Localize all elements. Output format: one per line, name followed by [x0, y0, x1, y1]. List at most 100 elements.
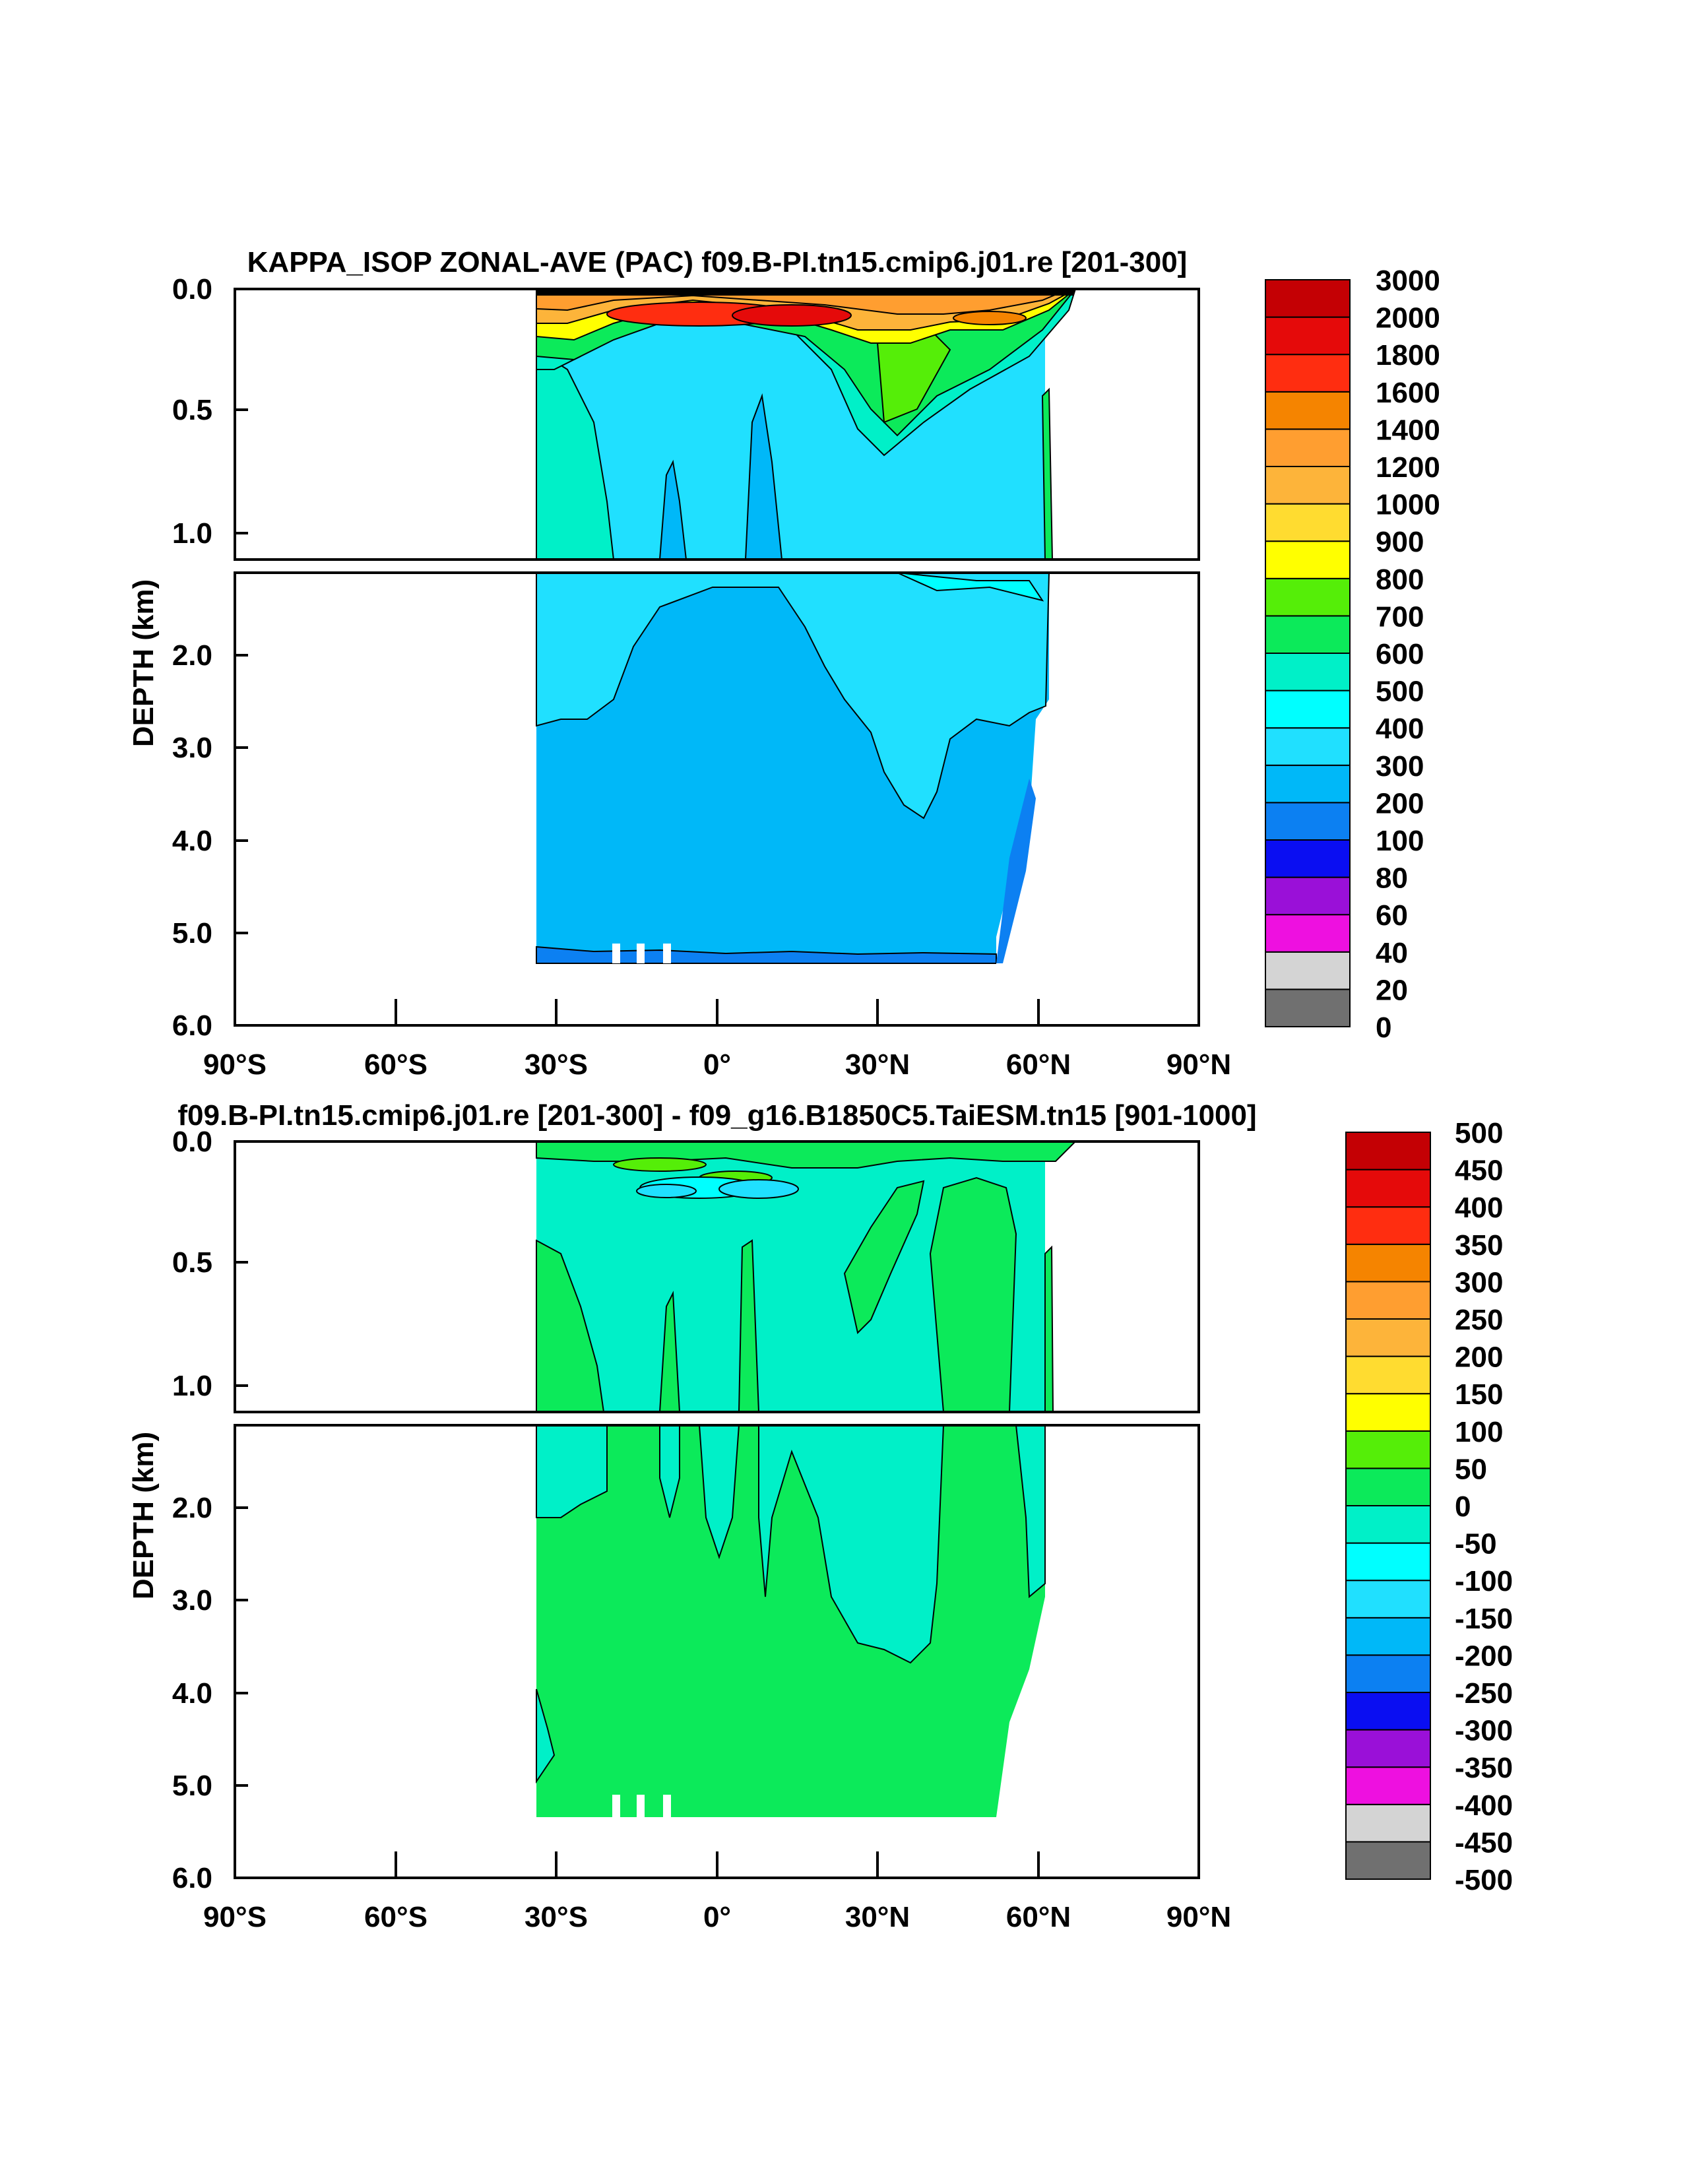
colorbar-swatch [1345, 1766, 1431, 1805]
colorbar-swatch [1265, 391, 1351, 430]
colorbar-swatch [1265, 988, 1351, 1028]
y-tick-label: 3.0 [172, 732, 212, 764]
colorbar-label: 0 [1376, 1012, 1391, 1044]
colorbar-swatch [1345, 1318, 1431, 1357]
colorbar-swatch [1345, 1729, 1431, 1768]
colorbar-swatch [1265, 802, 1351, 841]
colorbar-label: -300 [1455, 1715, 1513, 1747]
colorbar-swatch [1345, 1132, 1431, 1171]
panel-1-y-tick-labels: 0.0 0.5 1.0 2.0 3.0 4.0 5.0 6.0 [172, 273, 212, 1042]
colorbar-label: 700 [1376, 600, 1424, 633]
colorbar-label: 150 [1455, 1378, 1503, 1411]
colorbar-label: -100 [1455, 1565, 1513, 1597]
x-tick-label: 60°N [1006, 1901, 1071, 1933]
panel-1-colorbar-labels: 0 20 40 60 80 100 200 300 400 500 600 700 800 900 1000… [1376, 265, 1440, 1044]
colorbar-swatch [1345, 1803, 1431, 1843]
panel-2-y-axis-label: DEPTH (km) [127, 1432, 160, 1599]
colorbar-label: 2000 [1376, 302, 1440, 335]
colorbar-label: -350 [1455, 1752, 1513, 1784]
colorbar-swatch [1345, 1505, 1431, 1544]
colorbar-swatch [1345, 1467, 1431, 1506]
colorbar-label: 200 [1376, 787, 1424, 819]
colorbar-label: 500 [1376, 676, 1424, 708]
y-tick-label: 0.5 [172, 394, 212, 426]
x-tick-label: 30°S [525, 1901, 588, 1933]
colorbar-label: 500 [1455, 1117, 1503, 1149]
panel-1-x-tick-labels: 90°S 60°S 30°S 0° 30°N 60°N 90°N [203, 1048, 1231, 1081]
y-tick-label: 5.0 [172, 917, 212, 949]
colorbar-label: 600 [1376, 638, 1424, 670]
colorbar-swatch [1265, 577, 1351, 617]
colorbar-swatch [1345, 1281, 1431, 1320]
colorbar-swatch [1265, 839, 1351, 878]
x-tick-label: 90°N [1166, 1048, 1231, 1081]
colorbar-label: 50 [1455, 1453, 1487, 1485]
colorbar-swatch [1345, 1580, 1431, 1619]
y-tick-label: 2.0 [172, 1492, 212, 1524]
y-tick-label: 2.0 [172, 639, 212, 672]
y-tick-label: 0.0 [172, 273, 212, 305]
colorbar-label: 350 [1455, 1229, 1503, 1262]
y-tick-label: 0.5 [172, 1246, 212, 1279]
colorbar-label: 300 [1455, 1266, 1503, 1299]
y-tick-label: 6.0 [172, 1010, 212, 1042]
colorbar-swatch [1345, 1617, 1431, 1656]
x-tick-label: 60°S [364, 1048, 428, 1081]
colorbar-label: -250 [1455, 1677, 1513, 1710]
x-tick-label: 30°N [845, 1901, 910, 1933]
colorbar-swatch [1345, 1243, 1431, 1283]
colorbar-label: 250 [1455, 1304, 1503, 1336]
colorbar-swatch [1265, 951, 1351, 990]
colorbar-label: -150 [1455, 1603, 1513, 1635]
colorbar-swatch [1345, 1692, 1431, 1731]
panel-2: f09.B-PI.tn15.cmip6.j01.re [201-300] - f… [127, 1099, 1513, 1933]
panel-2-upper-frame [234, 1140, 1200, 1413]
colorbar-label: -450 [1455, 1826, 1513, 1859]
colorbar-swatch [1265, 764, 1351, 804]
colorbar-swatch [1265, 876, 1351, 916]
y-tick-label: 0.0 [172, 1126, 212, 1158]
x-tick-label: 30°N [845, 1048, 910, 1081]
panel-2-upper-field [536, 1141, 1077, 1413]
colorbar-label: 1600 [1376, 377, 1440, 409]
x-tick-label: 0° [703, 1901, 731, 1933]
y-tick-label: 4.0 [172, 825, 212, 857]
colorbar-label: 200 [1455, 1341, 1503, 1374]
x-tick-label: 30°S [525, 1048, 588, 1081]
x-tick-label: 0° [703, 1048, 731, 1081]
colorbar-swatch [1265, 316, 1351, 356]
colorbar-label: 100 [1455, 1416, 1503, 1448]
colorbar-swatch [1265, 354, 1351, 393]
panel-2-x-tick-labels: 90°S 60°S 30°S 0° 30°N 60°N 90°N [203, 1901, 1231, 1933]
colorbar-label: 60 [1376, 899, 1408, 932]
panel-1-y-axis-label: DEPTH (km) [127, 579, 160, 747]
colorbar-label: 1000 [1376, 489, 1440, 521]
colorbar-swatch [1265, 466, 1351, 505]
colorbar-label: 3000 [1376, 265, 1440, 297]
colorbar-label: -200 [1455, 1640, 1513, 1672]
colorbar-label: 40 [1376, 937, 1408, 969]
y-tick-label: 6.0 [172, 1862, 212, 1894]
colorbar-swatch [1265, 503, 1351, 542]
colorbar-swatch [1345, 1654, 1431, 1693]
y-tick-label: 3.0 [172, 1584, 212, 1617]
colorbar-label: -500 [1455, 1864, 1513, 1896]
colorbar-swatch [1345, 1430, 1431, 1469]
colorbar-label: 100 [1376, 825, 1424, 857]
colorbar-swatch [1265, 914, 1351, 953]
panel-1-upper-field [536, 288, 1077, 560]
x-tick-label: 90°S [203, 1901, 267, 1933]
colorbar-swatch [1265, 727, 1351, 766]
panel-2-lower-field [536, 1425, 1046, 1821]
x-tick-label: 90°S [203, 1048, 267, 1081]
y-tick-label: 1.0 [172, 517, 212, 550]
colorbar-swatch [1345, 1169, 1431, 1208]
colorbar-label: 1800 [1376, 339, 1440, 371]
colorbar-label: 400 [1455, 1192, 1503, 1224]
colorbar-swatch [1265, 690, 1351, 729]
panel-1: KAPPA_ISOP ZONAL-AVE (PAC) f09.B-PI.tn15… [127, 246, 1440, 1081]
colorbar-swatch [1345, 1355, 1431, 1395]
x-tick-label: 60°S [364, 1901, 428, 1933]
panel-2-ticks [235, 1261, 1040, 1878]
